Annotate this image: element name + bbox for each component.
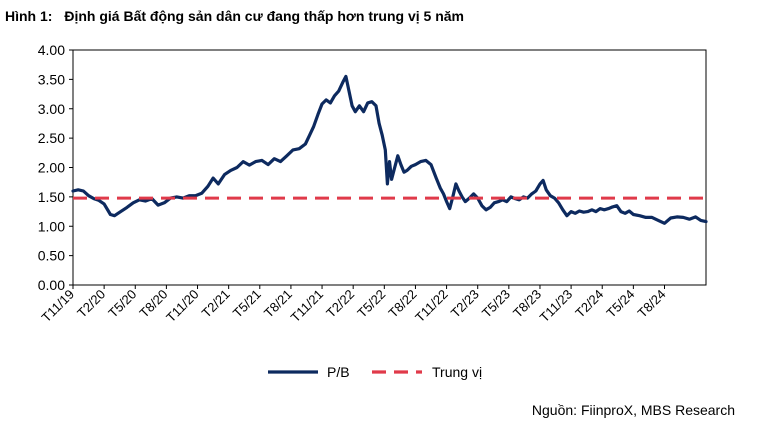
y-tick-label: 1.50 bbox=[38, 189, 65, 205]
x-tick-label: T2/22 bbox=[323, 287, 357, 321]
x-tick-label: T5/21 bbox=[230, 287, 264, 321]
x-axis: T11/19T2/20T5/20T8/20T11/20T2/21T5/21T8/… bbox=[39, 285, 669, 325]
x-tick-label: T5/23 bbox=[479, 287, 513, 321]
source-note: Nguồn: FiinproX, MBS Research bbox=[531, 402, 735, 418]
x-tick-label: T11/23 bbox=[537, 287, 576, 326]
y-tick-label: 1.00 bbox=[38, 218, 65, 234]
y-tick-label: 3.50 bbox=[38, 71, 65, 87]
x-tick-label: T2/24 bbox=[572, 287, 606, 321]
figure-title-text: Định giá Bất động sản dân cư đang thấp h… bbox=[64, 8, 465, 24]
x-tick-label: T5/22 bbox=[354, 287, 388, 321]
x-tick-label: T5/20 bbox=[105, 287, 139, 321]
y-axis: 0.00 0.50 1.00 1.50 2.00 2.50 3.00 3.50 4.00 bbox=[38, 42, 707, 293]
x-tick-label: T2/20 bbox=[74, 287, 108, 321]
x-tick-label: T11/21 bbox=[288, 287, 327, 326]
x-tick-label: T2/21 bbox=[199, 287, 233, 321]
legend: P/B Trung vị bbox=[268, 364, 482, 380]
legend-label-median: Trung vị bbox=[432, 364, 482, 380]
x-tick-label: T2/23 bbox=[448, 287, 482, 321]
y-tick-label: 3.00 bbox=[38, 101, 65, 117]
x-tick-label: T11/20 bbox=[163, 287, 202, 326]
x-tick-label: T11/22 bbox=[412, 287, 451, 326]
y-tick-label: 4.00 bbox=[38, 42, 65, 58]
y-tick-label: 0.00 bbox=[38, 277, 65, 293]
series-line-pb bbox=[71, 74, 708, 225]
legend-label-pb: P/B bbox=[327, 364, 350, 380]
series-layer bbox=[71, 74, 708, 225]
y-tick-label: 2.50 bbox=[38, 130, 65, 146]
y-tick-label: 0.50 bbox=[38, 248, 65, 264]
x-tick-label: T8/24 bbox=[634, 287, 668, 321]
line-chart: 0.00 0.50 1.00 1.50 2.00 2.50 3.00 3.50 4.00 T11… bbox=[38, 42, 708, 380]
y-tick-label: 2.00 bbox=[38, 160, 65, 176]
figure-title: Hình 1: Định giá Bất động sản dân cư đan… bbox=[5, 8, 464, 24]
figure-label: Hình 1: bbox=[5, 8, 53, 24]
x-tick-label: T5/24 bbox=[603, 287, 637, 321]
